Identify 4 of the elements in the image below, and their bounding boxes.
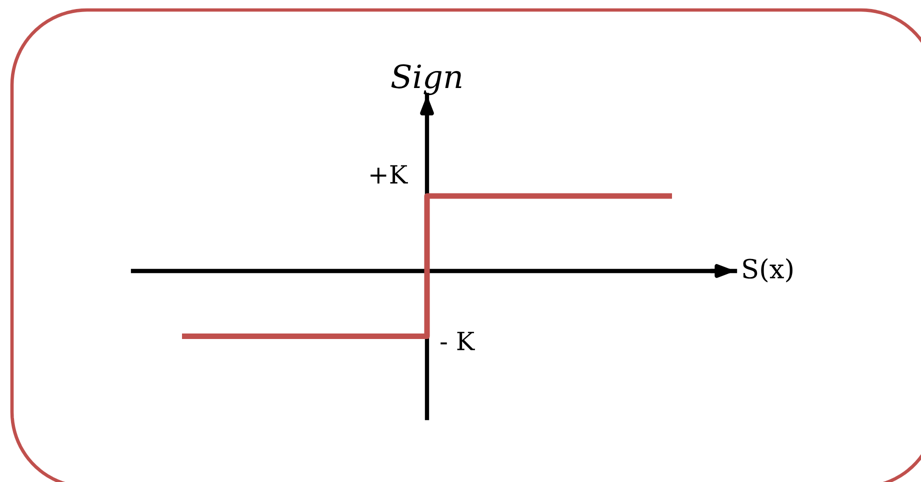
x-axis-title: S(x) (743, 258, 792, 282)
y-axis-title: Sign (391, 64, 462, 96)
annotation: - K (440, 332, 475, 350)
text: +K (370, 165, 408, 184)
